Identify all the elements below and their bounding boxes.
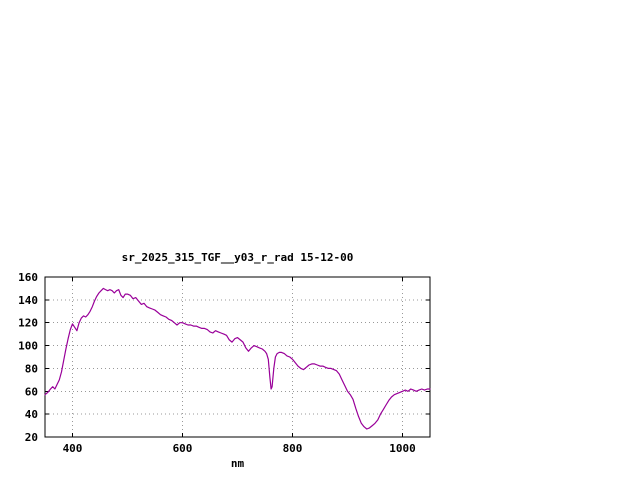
spectrum-line [44, 287, 431, 430]
y-tick-label: 60 [25, 385, 38, 398]
x-tick-label: 1000 [389, 442, 416, 455]
y-tick-label: 140 [18, 294, 38, 307]
x-axis-label: nm [230, 457, 245, 470]
chart-title: sr_2025_315_TGF__y03_r_rad 15-12-00 [121, 251, 354, 264]
x-tick-label: 400 [63, 442, 83, 455]
plot-border [44, 276, 431, 438]
y-tick-label: 120 [18, 317, 38, 330]
y-tick-label: 40 [25, 408, 38, 421]
x-tick-label: 600 [173, 442, 193, 455]
x-tick-label: 800 [283, 442, 303, 455]
y-tick-label: 100 [18, 340, 38, 353]
y-tick-label: 160 [18, 271, 38, 284]
y-tick-label: 20 [25, 431, 38, 444]
y-tick-label: 80 [25, 362, 38, 375]
